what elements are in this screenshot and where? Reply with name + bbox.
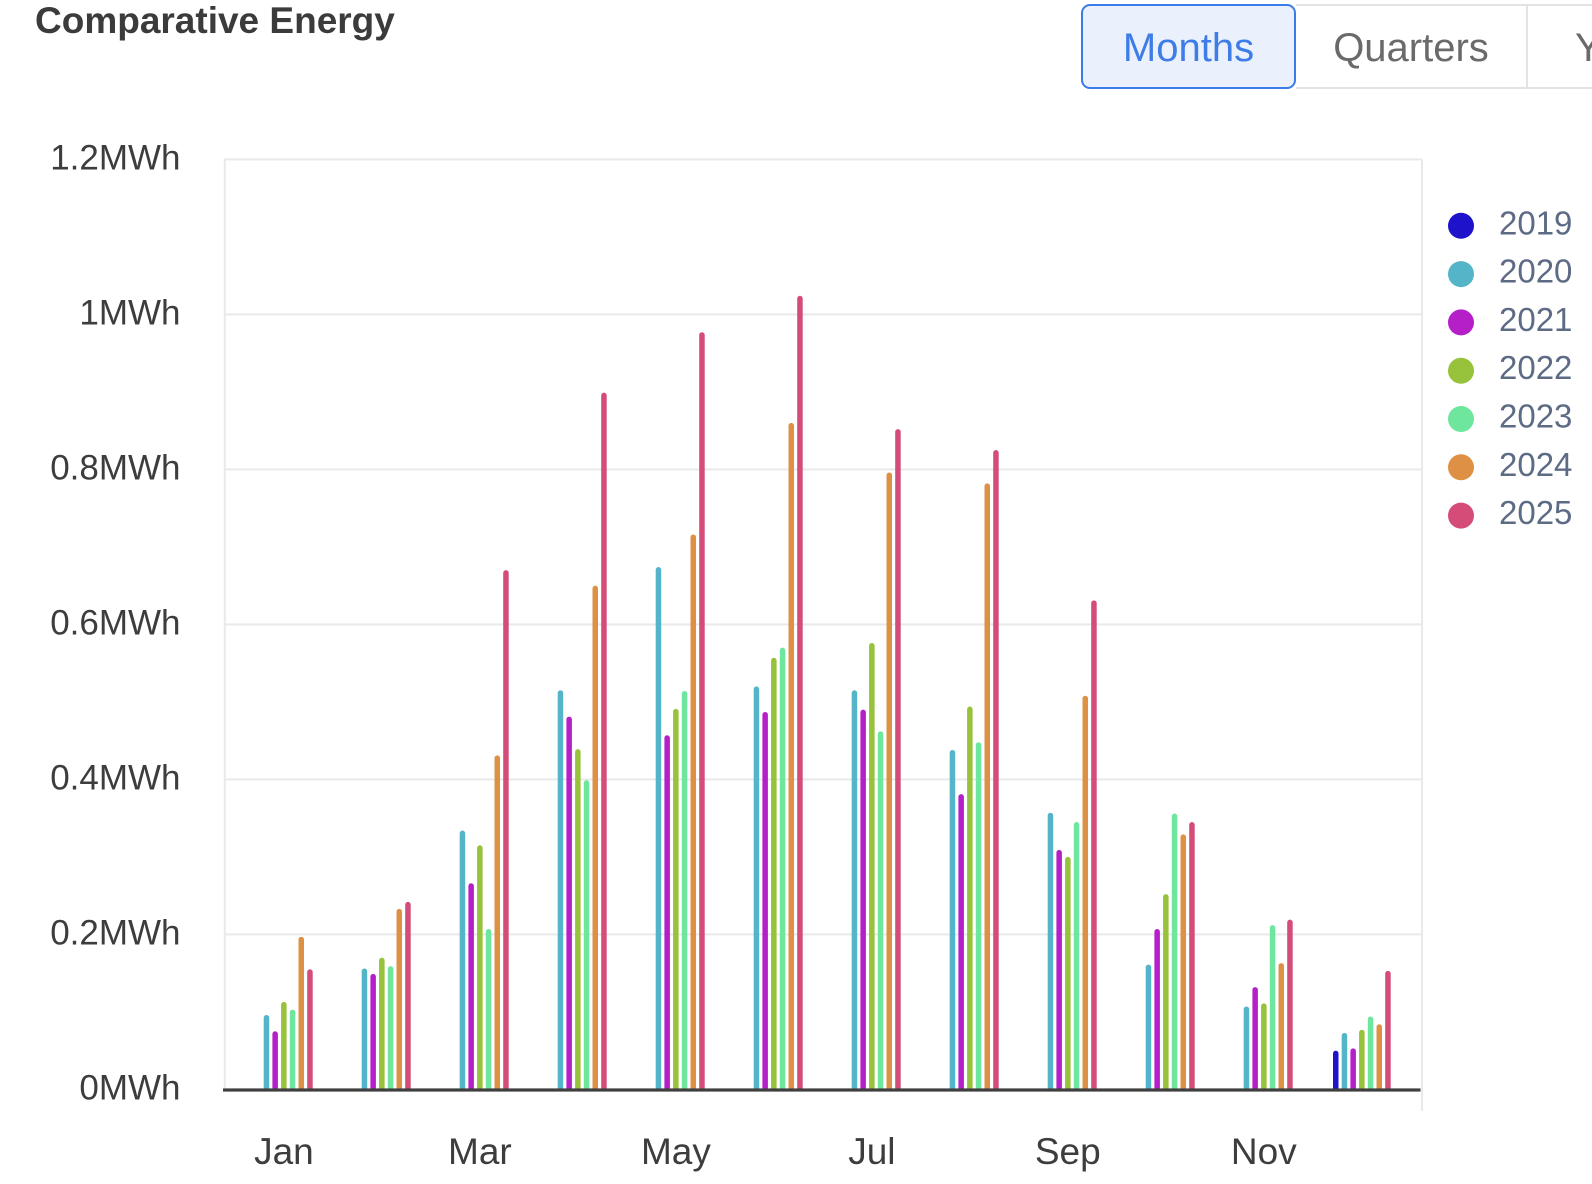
svg-text:May: May [641, 1131, 711, 1172]
svg-text:0.8MWh: 0.8MWh [50, 448, 180, 487]
svg-text:1.2MWh: 1.2MWh [50, 138, 180, 177]
svg-text:0.2MWh: 0.2MWh [50, 913, 180, 952]
svg-text:0.4MWh: 0.4MWh [50, 758, 180, 797]
svg-text:Sep: Sep [1035, 1131, 1101, 1172]
svg-text:Jan: Jan [254, 1131, 314, 1172]
svg-text:1MWh: 1MWh [79, 293, 180, 332]
svg-text:0MWh: 0MWh [79, 1068, 180, 1107]
svg-text:2025: 2025 [1499, 494, 1572, 531]
svg-text:Jul: Jul [848, 1131, 895, 1172]
svg-text:2019: 2019 [1499, 204, 1572, 241]
svg-text:2020: 2020 [1499, 253, 1572, 290]
svg-text:2021: 2021 [1499, 301, 1572, 338]
svg-text:2022: 2022 [1499, 349, 1572, 386]
svg-text:0.6MWh: 0.6MWh [50, 603, 180, 642]
svg-text:2023: 2023 [1499, 398, 1572, 435]
svg-text:2024: 2024 [1499, 446, 1572, 483]
svg-text:Mar: Mar [448, 1131, 512, 1172]
svg-text:Nov: Nov [1231, 1131, 1297, 1172]
